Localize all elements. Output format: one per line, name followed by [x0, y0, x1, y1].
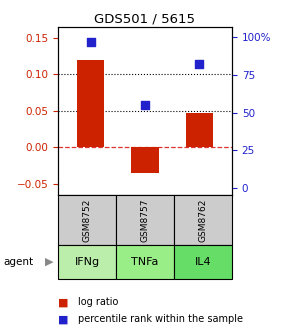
Text: TNFa: TNFa	[131, 257, 159, 267]
Text: IL4: IL4	[195, 257, 211, 267]
Bar	[77, 60, 104, 148]
Text: GSM8762: GSM8762	[198, 198, 208, 242]
Text: GSM8757: GSM8757	[140, 198, 150, 242]
Point	[88, 39, 93, 44]
Text: ■: ■	[58, 297, 68, 307]
Bar	[58, 195, 116, 245]
Point	[143, 102, 147, 108]
Text: ▶: ▶	[45, 257, 53, 267]
Bar	[58, 245, 116, 279]
Bar	[131, 148, 159, 173]
Bar	[174, 245, 232, 279]
Text: agent: agent	[3, 257, 33, 267]
Text: percentile rank within the sample: percentile rank within the sample	[78, 314, 243, 324]
Text: IFNg: IFNg	[75, 257, 99, 267]
Bar	[186, 113, 213, 148]
Bar	[174, 195, 232, 245]
Bar	[116, 195, 174, 245]
Text: ■: ■	[58, 314, 68, 324]
Point	[197, 61, 202, 67]
Text: log ratio: log ratio	[78, 297, 119, 307]
Bar	[116, 245, 174, 279]
Text: GSM8752: GSM8752	[82, 198, 92, 242]
Title: GDS501 / 5615: GDS501 / 5615	[95, 13, 195, 26]
